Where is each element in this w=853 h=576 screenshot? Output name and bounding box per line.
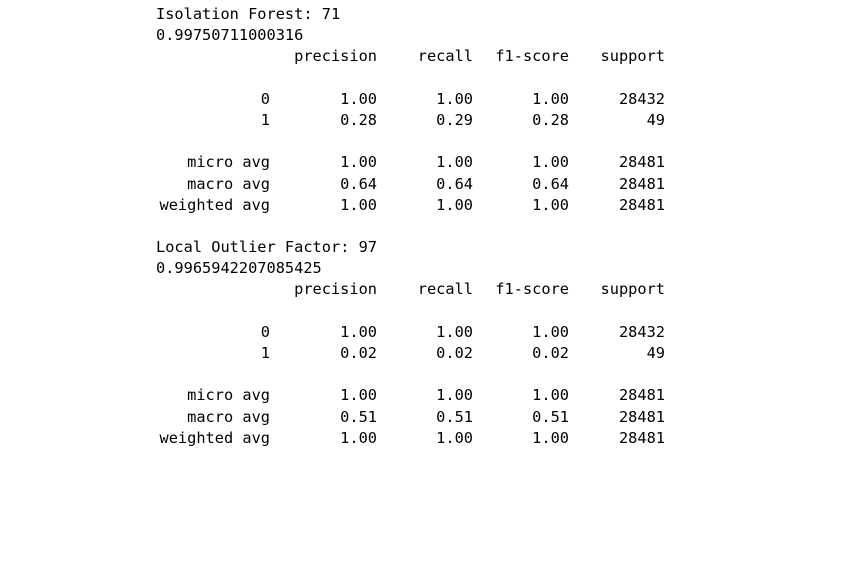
support-value: 49 bbox=[647, 343, 665, 364]
recall-value: 1.00 bbox=[436, 322, 473, 343]
f1-value: 0.02 bbox=[532, 343, 569, 364]
header-f1-score: f1-score bbox=[495, 46, 569, 67]
table-row: micro avg 1.00 1.00 1.00 28481 bbox=[156, 152, 676, 173]
header-precision: precision bbox=[294, 279, 377, 300]
header-recall: recall bbox=[418, 279, 473, 300]
support-value: 28481 bbox=[619, 174, 665, 195]
table-row: 1 0.02 0.02 0.02 49 bbox=[156, 343, 676, 364]
f1-value: 1.00 bbox=[532, 385, 569, 406]
header-recall: recall bbox=[418, 46, 473, 67]
f1-value: 1.00 bbox=[532, 152, 569, 173]
table-row: weighted avg 1.00 1.00 1.00 28481 bbox=[156, 428, 676, 449]
header-precision: precision bbox=[294, 46, 377, 67]
recall-value: 0.29 bbox=[436, 110, 473, 131]
table-row: weighted avg 1.00 1.00 1.00 28481 bbox=[156, 195, 676, 216]
f1-value: 0.28 bbox=[532, 110, 569, 131]
recall-value: 1.00 bbox=[436, 385, 473, 406]
support-value: 28432 bbox=[619, 89, 665, 110]
f1-value: 0.51 bbox=[532, 407, 569, 428]
recall-value: 1.00 bbox=[436, 195, 473, 216]
support-value: 28481 bbox=[619, 195, 665, 216]
f1-value: 1.00 bbox=[532, 322, 569, 343]
support-value: 28432 bbox=[619, 322, 665, 343]
model-title: Isolation Forest: 71 bbox=[156, 4, 676, 25]
recall-value: 1.00 bbox=[436, 152, 473, 173]
recall-value: 1.00 bbox=[436, 89, 473, 110]
row-label: weighted avg bbox=[159, 428, 270, 449]
header-f1-score: f1-score bbox=[495, 279, 569, 300]
precision-value: 1.00 bbox=[340, 89, 377, 110]
accuracy-score: 0.99750711000316 bbox=[156, 25, 676, 46]
row-label: 1 bbox=[261, 110, 270, 131]
support-value: 28481 bbox=[619, 152, 665, 173]
table-row: macro avg 0.64 0.64 0.64 28481 bbox=[156, 174, 676, 195]
classification-report: Local Outlier Factor: 97 0.9965942207085… bbox=[156, 237, 676, 449]
blank-line bbox=[156, 364, 676, 385]
f1-value: 1.00 bbox=[532, 195, 569, 216]
blank-line bbox=[156, 216, 676, 237]
support-value: 49 bbox=[647, 110, 665, 131]
row-label: weighted avg bbox=[159, 195, 270, 216]
row-label: 0 bbox=[261, 89, 270, 110]
header-support: support bbox=[601, 46, 665, 67]
precision-value: 1.00 bbox=[340, 385, 377, 406]
console-output: Isolation Forest: 71 0.99750711000316 pr… bbox=[156, 4, 676, 449]
blank-line bbox=[156, 131, 676, 152]
f1-value: 1.00 bbox=[532, 89, 569, 110]
f1-value: 1.00 bbox=[532, 428, 569, 449]
precision-value: 0.64 bbox=[340, 174, 377, 195]
header-row: precision recall f1-score support bbox=[156, 279, 676, 300]
row-label: micro avg bbox=[187, 385, 270, 406]
blank-line bbox=[156, 68, 676, 89]
row-label: macro avg bbox=[187, 174, 270, 195]
accuracy-score: 0.9965942207085425 bbox=[156, 258, 676, 279]
table-row: 1 0.28 0.29 0.28 49 bbox=[156, 110, 676, 131]
row-label: 1 bbox=[261, 343, 270, 364]
model-title: Local Outlier Factor: 97 bbox=[156, 237, 676, 258]
table-row: 0 1.00 1.00 1.00 28432 bbox=[156, 89, 676, 110]
table-row: 0 1.00 1.00 1.00 28432 bbox=[156, 322, 676, 343]
table-row: micro avg 1.00 1.00 1.00 28481 bbox=[156, 385, 676, 406]
f1-value: 0.64 bbox=[532, 174, 569, 195]
header-row: precision recall f1-score support bbox=[156, 46, 676, 67]
support-value: 28481 bbox=[619, 407, 665, 428]
recall-value: 0.51 bbox=[436, 407, 473, 428]
support-value: 28481 bbox=[619, 428, 665, 449]
precision-value: 0.51 bbox=[340, 407, 377, 428]
recall-value: 1.00 bbox=[436, 428, 473, 449]
classification-report: Isolation Forest: 71 0.99750711000316 pr… bbox=[156, 4, 676, 216]
recall-value: 0.02 bbox=[436, 343, 473, 364]
blank-line bbox=[156, 301, 676, 322]
row-label: micro avg bbox=[187, 152, 270, 173]
precision-value: 0.28 bbox=[340, 110, 377, 131]
support-value: 28481 bbox=[619, 385, 665, 406]
precision-value: 0.02 bbox=[340, 343, 377, 364]
row-label: 0 bbox=[261, 322, 270, 343]
precision-value: 1.00 bbox=[340, 322, 377, 343]
table-row: macro avg 0.51 0.51 0.51 28481 bbox=[156, 407, 676, 428]
precision-value: 1.00 bbox=[340, 152, 377, 173]
precision-value: 1.00 bbox=[340, 428, 377, 449]
header-support: support bbox=[601, 279, 665, 300]
recall-value: 0.64 bbox=[436, 174, 473, 195]
precision-value: 1.00 bbox=[340, 195, 377, 216]
row-label: macro avg bbox=[187, 407, 270, 428]
